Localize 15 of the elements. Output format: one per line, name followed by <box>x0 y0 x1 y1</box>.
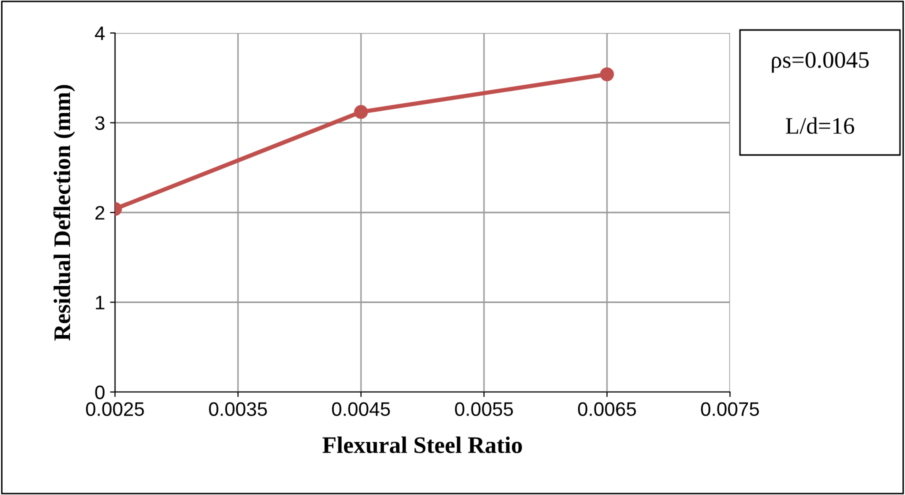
y-tick-label: 4 <box>94 26 105 40</box>
x-tick-label: 0.0035 <box>209 402 267 416</box>
text: L/d=16 <box>786 117 854 134</box>
y-tick-label: 1 <box>96 296 104 310</box>
y-tick-label: 0 <box>95 385 105 400</box>
y-axis-title: Residual Deflection (mm) <box>53 85 76 341</box>
y-tick-label: 3 <box>95 116 104 130</box>
text: ρs=0.0045 <box>772 52 869 73</box>
x-axis-title: Flexural Steel Ratio <box>322 436 522 454</box>
x-tick-label: 0.0055 <box>455 402 513 416</box>
x-tick-label: 0.0025 <box>86 402 144 416</box>
x-tick-label: 0.0075 <box>701 402 759 416</box>
x-tick-label: 0.0065 <box>578 402 636 416</box>
x-tick-label: 0.0045 <box>332 402 390 416</box>
y-tick-label: 2 <box>95 206 104 220</box>
